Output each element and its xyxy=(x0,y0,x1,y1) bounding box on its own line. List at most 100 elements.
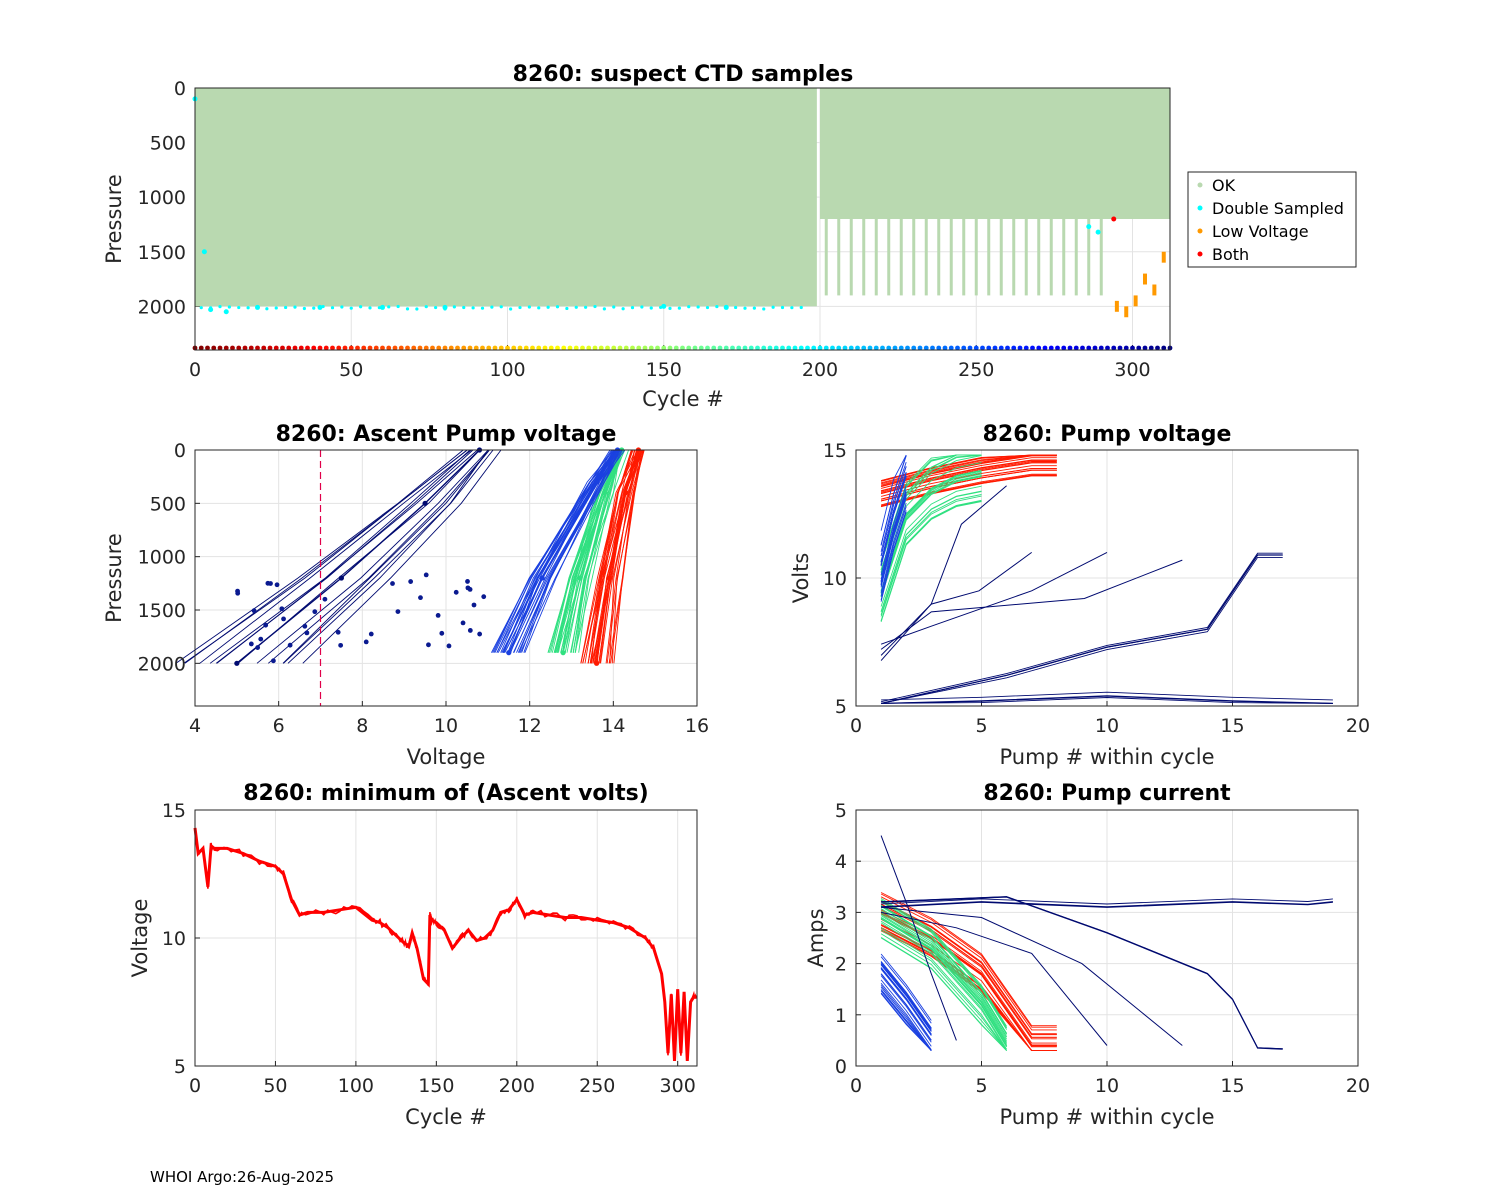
double-sampled-point xyxy=(452,305,456,309)
voltage-profile-line xyxy=(302,449,502,664)
pump-current-panel: 0 5 10 15 20 0 1 2 3 4 5 8260: Pump current Pump … xyxy=(804,781,1370,1129)
cycle-color-marker xyxy=(261,345,267,351)
cycle-color-marker xyxy=(980,345,985,351)
double-sampled-point xyxy=(640,305,644,309)
cycle-color-marker xyxy=(630,345,635,351)
voltage-point xyxy=(467,587,473,592)
ok-profile-column xyxy=(862,219,866,296)
voltage-profile-line xyxy=(209,449,471,664)
cycle-color-marker xyxy=(867,345,873,351)
cycle-color-marker xyxy=(748,345,754,351)
voltage-point xyxy=(255,645,261,650)
double-sampled-point xyxy=(771,305,775,309)
double-sampled-point xyxy=(518,305,522,310)
cycle-color-marker xyxy=(917,345,923,351)
pump-voltage-line xyxy=(880,502,907,593)
cycle-color-marker xyxy=(1048,345,1054,351)
cycle-color-marker xyxy=(461,345,467,351)
pump-voltage-line xyxy=(880,454,907,531)
x-axis-label: Cycle # xyxy=(642,387,724,411)
ok-profile-column xyxy=(999,219,1003,296)
voltage-point xyxy=(312,609,318,615)
x-tick-label: 300 xyxy=(660,1075,696,1097)
pump-current-line xyxy=(880,904,1007,1034)
double-sampled-point xyxy=(317,304,323,310)
voltage-profile-line xyxy=(589,449,635,664)
voltage-point xyxy=(467,628,473,633)
x-tick-label: 150 xyxy=(418,1075,454,1097)
pump-current-line xyxy=(881,901,1333,908)
cycle-color-marker xyxy=(842,345,848,351)
y-tick-label: 10 xyxy=(823,568,847,590)
double-sampled-point xyxy=(218,305,222,309)
y-tick-label: 15 xyxy=(823,440,847,462)
legend-label-both: Both xyxy=(1212,245,1249,264)
x-tick-labels: 0 5 10 15 20 xyxy=(850,1075,1370,1097)
pump-voltage-line xyxy=(880,461,907,552)
cycle-color-marker xyxy=(298,345,304,351)
double-sampled-point xyxy=(509,307,513,311)
cycle-color-marker xyxy=(655,345,660,351)
y-tick-label: 500 xyxy=(150,133,186,155)
both-point xyxy=(1111,216,1117,222)
voltage-point xyxy=(248,641,254,647)
pump-voltage-line xyxy=(880,506,907,597)
pump-current-line xyxy=(880,900,1057,1035)
pump-voltage-line xyxy=(880,459,1057,492)
pump-voltage-line xyxy=(880,457,1057,489)
double-sampled-point xyxy=(424,305,428,309)
legend-label-low-voltage: Low Voltage xyxy=(1212,222,1309,241)
cycle-color-marker xyxy=(211,345,217,351)
cycle-color-marker xyxy=(773,345,779,351)
pump-current-line xyxy=(880,896,1057,1031)
voltage-profile-line xyxy=(572,449,622,653)
voltage-profile-line xyxy=(595,449,640,664)
cycle-color-marker xyxy=(430,345,435,351)
pump-current-line xyxy=(880,899,1007,1029)
cycle-color-marker xyxy=(255,345,260,351)
cycle-color-marker xyxy=(967,345,973,351)
double-sampled-point xyxy=(565,306,569,311)
x-tick-label: 0 xyxy=(850,715,862,737)
voltage-profile-line xyxy=(611,449,640,664)
cycle-color-marker xyxy=(667,345,673,351)
y-tick-labels: 0 500 1000 1500 2000 xyxy=(138,440,186,675)
double-sampled-point xyxy=(227,305,231,309)
double-sampled-point xyxy=(546,305,550,309)
cycle-color-marker xyxy=(373,345,379,351)
legend-marker-ok xyxy=(1197,182,1203,188)
y-tick-label: 500 xyxy=(150,493,186,515)
double-sampled-point xyxy=(293,305,297,309)
pump-current-line xyxy=(880,933,1007,1051)
double-sampled-point xyxy=(284,305,288,310)
double-sampled-point xyxy=(349,306,353,310)
pump-voltage-line xyxy=(880,454,982,561)
legend-box xyxy=(1187,171,1357,268)
voltage-point xyxy=(287,642,293,648)
chart-title: 8260: suspect CTD samples xyxy=(513,62,854,87)
x-axis-label: Cycle # xyxy=(405,1105,487,1129)
pump-voltage-line xyxy=(880,494,907,585)
axes-box xyxy=(194,809,698,1067)
voltage-point xyxy=(274,582,280,588)
double-sampled-point xyxy=(377,306,381,310)
y-tick-label: 5 xyxy=(174,1056,186,1078)
voltage-point xyxy=(368,631,374,637)
ok-profile-column xyxy=(1074,219,1078,296)
cycle-color-marker xyxy=(611,345,617,351)
cycle-color-marker xyxy=(911,345,917,351)
pump-voltage-line xyxy=(880,500,982,622)
cycle-color-marker xyxy=(730,345,735,351)
x-tick-labels: 4 6 8 10 12 14 16 xyxy=(189,715,709,737)
cycle-color-marker xyxy=(1036,345,1042,351)
cycle-color-marker xyxy=(711,345,717,351)
cycle-color-marker xyxy=(317,345,323,351)
voltage-point xyxy=(363,639,369,645)
chart-title: 8260: Pump voltage xyxy=(983,422,1232,447)
cycle-color-marker xyxy=(561,345,567,351)
y-tick-label: 0 xyxy=(174,78,186,100)
cycle-color-marker xyxy=(1142,345,1148,351)
voltage-point xyxy=(265,580,271,586)
voltage-profile-line xyxy=(610,449,643,664)
double-sampled-point xyxy=(201,249,207,255)
